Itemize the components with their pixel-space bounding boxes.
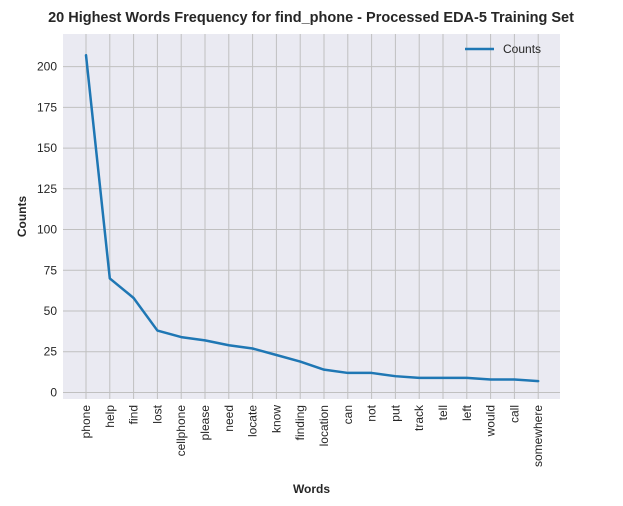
y-tick-label: 50 xyxy=(44,304,58,318)
y-tick-label: 125 xyxy=(37,182,57,196)
y-tick-label: 200 xyxy=(37,60,57,74)
x-tick-label: phone xyxy=(79,405,93,439)
x-tick-label: would xyxy=(484,405,498,437)
y-tick-labels: 0 25 50 75 100 125 150 175 200 xyxy=(37,60,57,400)
x-tick-label: track xyxy=(412,404,426,431)
x-tick-label: finding xyxy=(293,405,307,440)
x-tick-label: not xyxy=(365,404,379,421)
y-tick-label: 150 xyxy=(37,141,57,155)
x-tick-label: lost xyxy=(150,404,164,423)
x-tick-label: know xyxy=(269,405,283,433)
x-tick-label: locate xyxy=(246,405,260,437)
y-tick-label: 25 xyxy=(44,345,58,359)
x-tick-label: put xyxy=(388,404,402,421)
y-axis-label: Counts xyxy=(15,196,29,238)
legend-label-counts: Counts xyxy=(503,42,541,56)
x-tick-label: call xyxy=(507,405,521,423)
x-tick-label: tell xyxy=(436,405,450,420)
x-tick-label: left xyxy=(460,404,474,421)
y-tick-label: 175 xyxy=(37,100,57,114)
x-tick-label: need xyxy=(222,405,236,432)
plot-area xyxy=(63,34,560,399)
chart-title: 20 Highest Words Frequency for find_phon… xyxy=(48,10,574,26)
x-tick-label: help xyxy=(103,405,117,428)
y-tick-label: 100 xyxy=(37,223,57,237)
x-tick-label: can xyxy=(341,405,355,424)
y-tick-label: 75 xyxy=(44,263,58,277)
y-tick-label: 0 xyxy=(50,385,57,399)
x-tick-label: location xyxy=(317,405,331,446)
x-tick-label: find xyxy=(127,405,141,424)
x-tick-label: please xyxy=(198,405,212,441)
x-tick-labels: phone help find lost cellphone please need loca… xyxy=(79,404,545,467)
x-tick-label: cellphone xyxy=(174,405,188,457)
x-axis-label: Words xyxy=(293,482,330,496)
x-tick-label: somewhere xyxy=(531,405,545,467)
